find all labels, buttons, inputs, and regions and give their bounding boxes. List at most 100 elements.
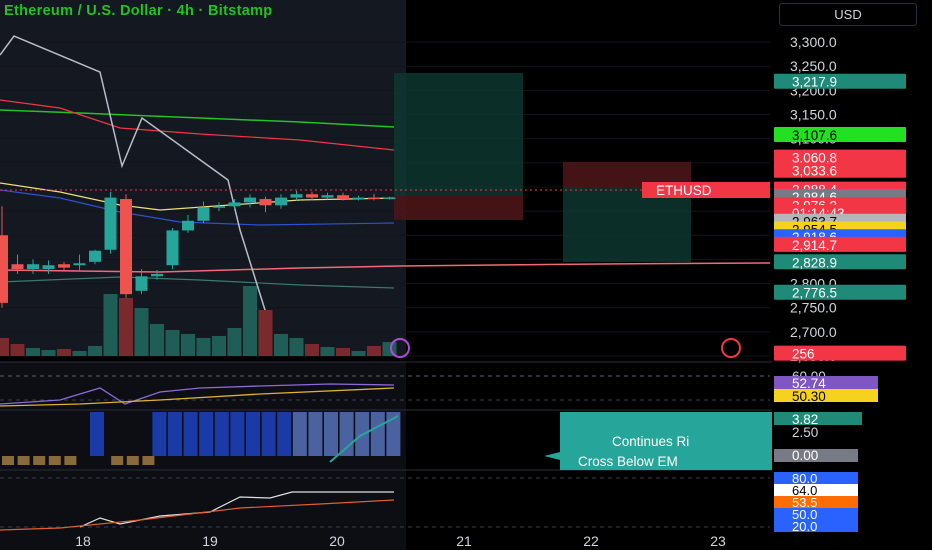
volume-bar: [88, 346, 102, 356]
stoch-tag-label: 20.0: [792, 519, 817, 534]
volume-bar: [134, 308, 149, 356]
volume-bar: [0, 338, 9, 356]
candle-body: [275, 197, 287, 206]
candle-body: [166, 230, 179, 266]
macd-histogram-bar: [230, 412, 245, 456]
green-ma-line: [0, 109, 395, 128]
macd-histogram-bar: [339, 412, 354, 456]
macd-histogram-bar: [386, 412, 401, 456]
stoch-tag-label: 50.0: [792, 507, 817, 522]
price-tag-label: 3,107.6: [792, 128, 837, 143]
macd-histogram-bar: [277, 412, 292, 456]
candle-body: [58, 264, 70, 268]
price-tag: [774, 345, 906, 361]
candle-body: [290, 194, 303, 198]
annotation-callout: [544, 412, 780, 470]
macd-histogram-bar: [370, 412, 385, 456]
volume-bar: [72, 351, 87, 356]
macd-histogram-bar: [308, 412, 323, 456]
candle-body: [135, 276, 148, 291]
candle-body: [182, 220, 194, 231]
candle-body: [321, 195, 334, 198]
gray-indicator-line: [0, 35, 271, 327]
replay-shade: [0, 0, 406, 356]
macd-histogram-bar: [199, 412, 214, 456]
macd-line: [329, 415, 399, 463]
volume-bar: [103, 294, 118, 356]
price-tag-label: 2,776.5: [792, 286, 837, 301]
macd-negative-bar: [111, 456, 124, 465]
price-tag: [774, 149, 906, 165]
macd-tick-label: 2.50: [792, 425, 818, 440]
stoch-tag-label: 80.0: [792, 471, 817, 486]
price-tag: [774, 73, 906, 89]
rsi-tag-label: 50.30: [792, 389, 826, 404]
price-tag-label: 2,914.7: [792, 238, 837, 253]
macd-histogram-bar: [90, 412, 104, 456]
candle-body: [89, 250, 101, 262]
candle-body: [228, 202, 241, 207]
candle-body: [120, 199, 132, 295]
macd-histogram-bar: [246, 412, 260, 456]
volume-bar: [320, 347, 335, 356]
price-tag: [774, 284, 906, 300]
candle-body: [259, 199, 272, 206]
price-tick-label: 3,300.0: [790, 34, 837, 50]
price-tag-label: 3,060.8: [792, 151, 837, 166]
candle-body: [11, 264, 24, 270]
event-icon: [390, 338, 410, 358]
symbol-tag-label: ETHUSD: [656, 183, 712, 198]
long-position-stop: [394, 196, 523, 220]
macd-histogram-bar: [292, 412, 307, 456]
candle-body: [104, 197, 117, 250]
stoch-tag: [774, 520, 858, 532]
candle-body: [306, 194, 318, 198]
volume-bar: [150, 324, 164, 356]
stoch-tag-label: 53.5: [792, 495, 817, 510]
stoch-d-line: [0, 499, 395, 531]
time-tick-label: 19: [202, 533, 218, 549]
volume-bar: [305, 344, 319, 356]
candle-body: [368, 197, 380, 200]
candle-body: [352, 197, 365, 200]
macd-negative-bar: [2, 456, 14, 465]
volume-bar: [196, 338, 211, 356]
volume-bar: [181, 334, 195, 356]
volume-bar: [26, 348, 40, 356]
support-trendline: [0, 262, 771, 273]
stoch-tag-label: 64.0: [792, 483, 817, 498]
macd-negative-bar: [64, 456, 77, 465]
volume-bar: [336, 348, 350, 356]
price-tick-label: 3,150.0: [790, 107, 837, 123]
currency-button[interactable]: USD: [779, 3, 917, 26]
price-tag-label: 3,033.6: [792, 164, 837, 179]
volume-bar: [289, 338, 304, 356]
candle-body: [27, 264, 39, 270]
long-position-target: [394, 73, 523, 196]
price-tag: [774, 236, 906, 252]
macd-histogram-bar: [324, 412, 338, 456]
macd-negative-bar: [17, 456, 30, 465]
candle-body: [151, 273, 163, 277]
volume-bar: [351, 351, 366, 356]
candle-body: [213, 206, 225, 208]
volume-bar: [119, 298, 133, 356]
price-tag-label: 2,828.9: [792, 255, 837, 270]
candle-body: [383, 197, 396, 200]
volume-bar: [165, 330, 180, 356]
price-tag: [774, 254, 906, 270]
candle-body: [197, 207, 210, 221]
volume-bar: [10, 344, 25, 356]
macd-zero-tag: [774, 449, 858, 462]
macd-negative-bar: [142, 456, 155, 465]
rsi-tag: [774, 376, 878, 389]
time-tick-label: 18: [75, 533, 91, 549]
rsi-tag: [774, 389, 878, 402]
price-tag: [774, 126, 906, 142]
stoch-tag: [774, 484, 858, 496]
price-tick-label: 2,700.0: [790, 324, 837, 340]
rsi-line: [0, 383, 395, 405]
macd-histogram-bar: [168, 412, 182, 456]
volume-bar: [367, 346, 381, 356]
